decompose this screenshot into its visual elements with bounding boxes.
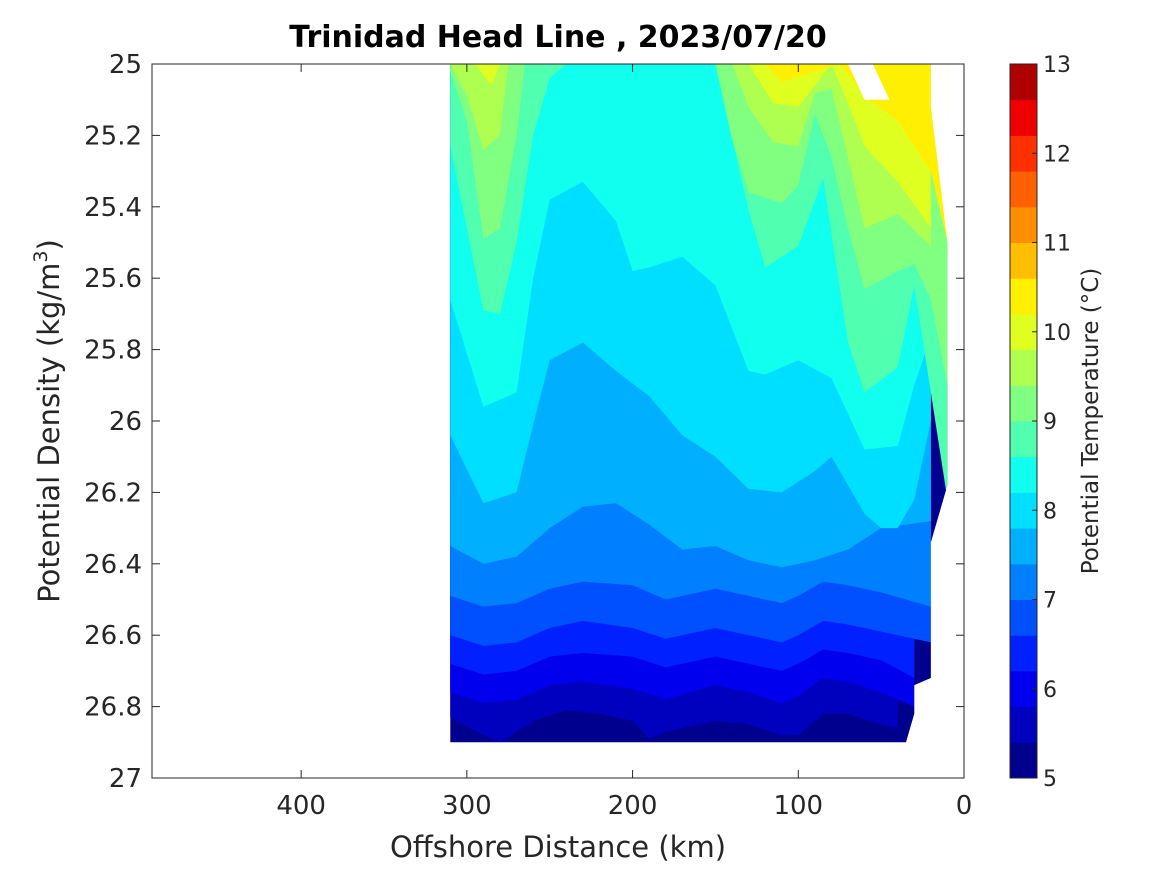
colorbar-tick-label: 7 [1043, 589, 1057, 614]
x-axis-ticks: 400 300 200 100 0 [276, 64, 972, 821]
colorbar-swatch [1010, 456, 1037, 493]
y-axis-label: Potential Density (kg/m3) [30, 239, 66, 603]
y-tick-label: 26.2 [84, 478, 142, 508]
colorbar-label: Potential Temperature (°C) [1078, 268, 1104, 575]
y-axis-label-main: Potential Density (kg/m [32, 263, 66, 603]
nodata-mask-coast-top [930, 64, 948, 243]
colorbar-swatch [1010, 171, 1037, 208]
colorbar-swatch [1010, 563, 1037, 600]
contour-fills [450, 64, 964, 761]
y-tick-label: 25 [109, 50, 142, 80]
colorbar-swatch [1010, 706, 1037, 743]
y-tick-label: 25.8 [84, 336, 142, 366]
y-axis-label-superscript: 3 [30, 250, 52, 262]
colorbar-swatch [1010, 64, 1037, 101]
colorbar-swatch [1010, 742, 1037, 779]
colorbar-ticks: 5 6 7 8 9 10 11 12 13 [1032, 53, 1071, 792]
plot-area: 400 300 200 100 0 25 25.2 25.4 25.6 25.8 26 26.2 26… [84, 50, 972, 821]
colorbar-tick-label: 5 [1043, 767, 1057, 792]
y-tick-label: 25.6 [84, 264, 142, 294]
x-tick-label: 300 [442, 791, 492, 821]
colorbar-tick-label: 10 [1043, 321, 1071, 346]
colorbar-swatch [1010, 278, 1037, 315]
colorbar-swatch [1010, 99, 1037, 136]
x-tick-label: 0 [956, 791, 973, 821]
y-axis-ticks: 25 25.2 25.4 25.6 25.8 26 26.2 26.4 26.6 26.8 27 [84, 50, 964, 794]
contour-band-11-5 [765, 64, 948, 243]
y-tick-label: 25.2 [84, 121, 142, 151]
x-axis-label: Offshore Distance (km) [390, 830, 726, 864]
y-tick-label: 26 [109, 407, 142, 437]
colorbar-tick-label: 13 [1043, 53, 1071, 78]
colorbar-tick-label: 11 [1043, 232, 1071, 257]
colorbar-swatch [1010, 421, 1037, 458]
y-tick-label: 26.8 [84, 693, 142, 723]
colorbar-swatch [1010, 349, 1037, 386]
colorbar-swatches [1010, 64, 1037, 779]
x-tick-label: 200 [608, 791, 658, 821]
colorbar-swatch [1010, 385, 1037, 422]
colorbar-tick-label: 8 [1043, 499, 1057, 524]
y-tick-label: 26.6 [84, 621, 142, 651]
y-tick-label: 25.4 [84, 193, 142, 223]
y-tick-label: 26.4 [84, 550, 142, 580]
nodata-mask-top-notch [848, 64, 890, 100]
chart-title: Trinidad Head Line , 2023/07/20 [289, 20, 826, 55]
colorbar-tick-label: 12 [1043, 142, 1071, 167]
colorbar-tick-label: 9 [1043, 410, 1057, 435]
colorbar-tick-label: 6 [1043, 678, 1057, 703]
contour-band-9-5 [450, 64, 948, 500]
y-axis-label-tail: ) [32, 239, 66, 250]
colorbar-swatch [1010, 242, 1037, 279]
x-tick-label: 100 [773, 791, 823, 821]
colorbar-swatch [1010, 635, 1037, 672]
colorbar-swatch [1010, 206, 1037, 243]
colorbar-swatch [1010, 599, 1037, 636]
y-tick-label: 27 [109, 764, 142, 794]
x-tick-label: 400 [276, 791, 326, 821]
nodata-mask-coast-bottom [906, 421, 964, 761]
colorbar: 5 6 7 8 9 10 11 12 13 [1009, 53, 1071, 792]
colorbar-swatch [1010, 528, 1037, 565]
